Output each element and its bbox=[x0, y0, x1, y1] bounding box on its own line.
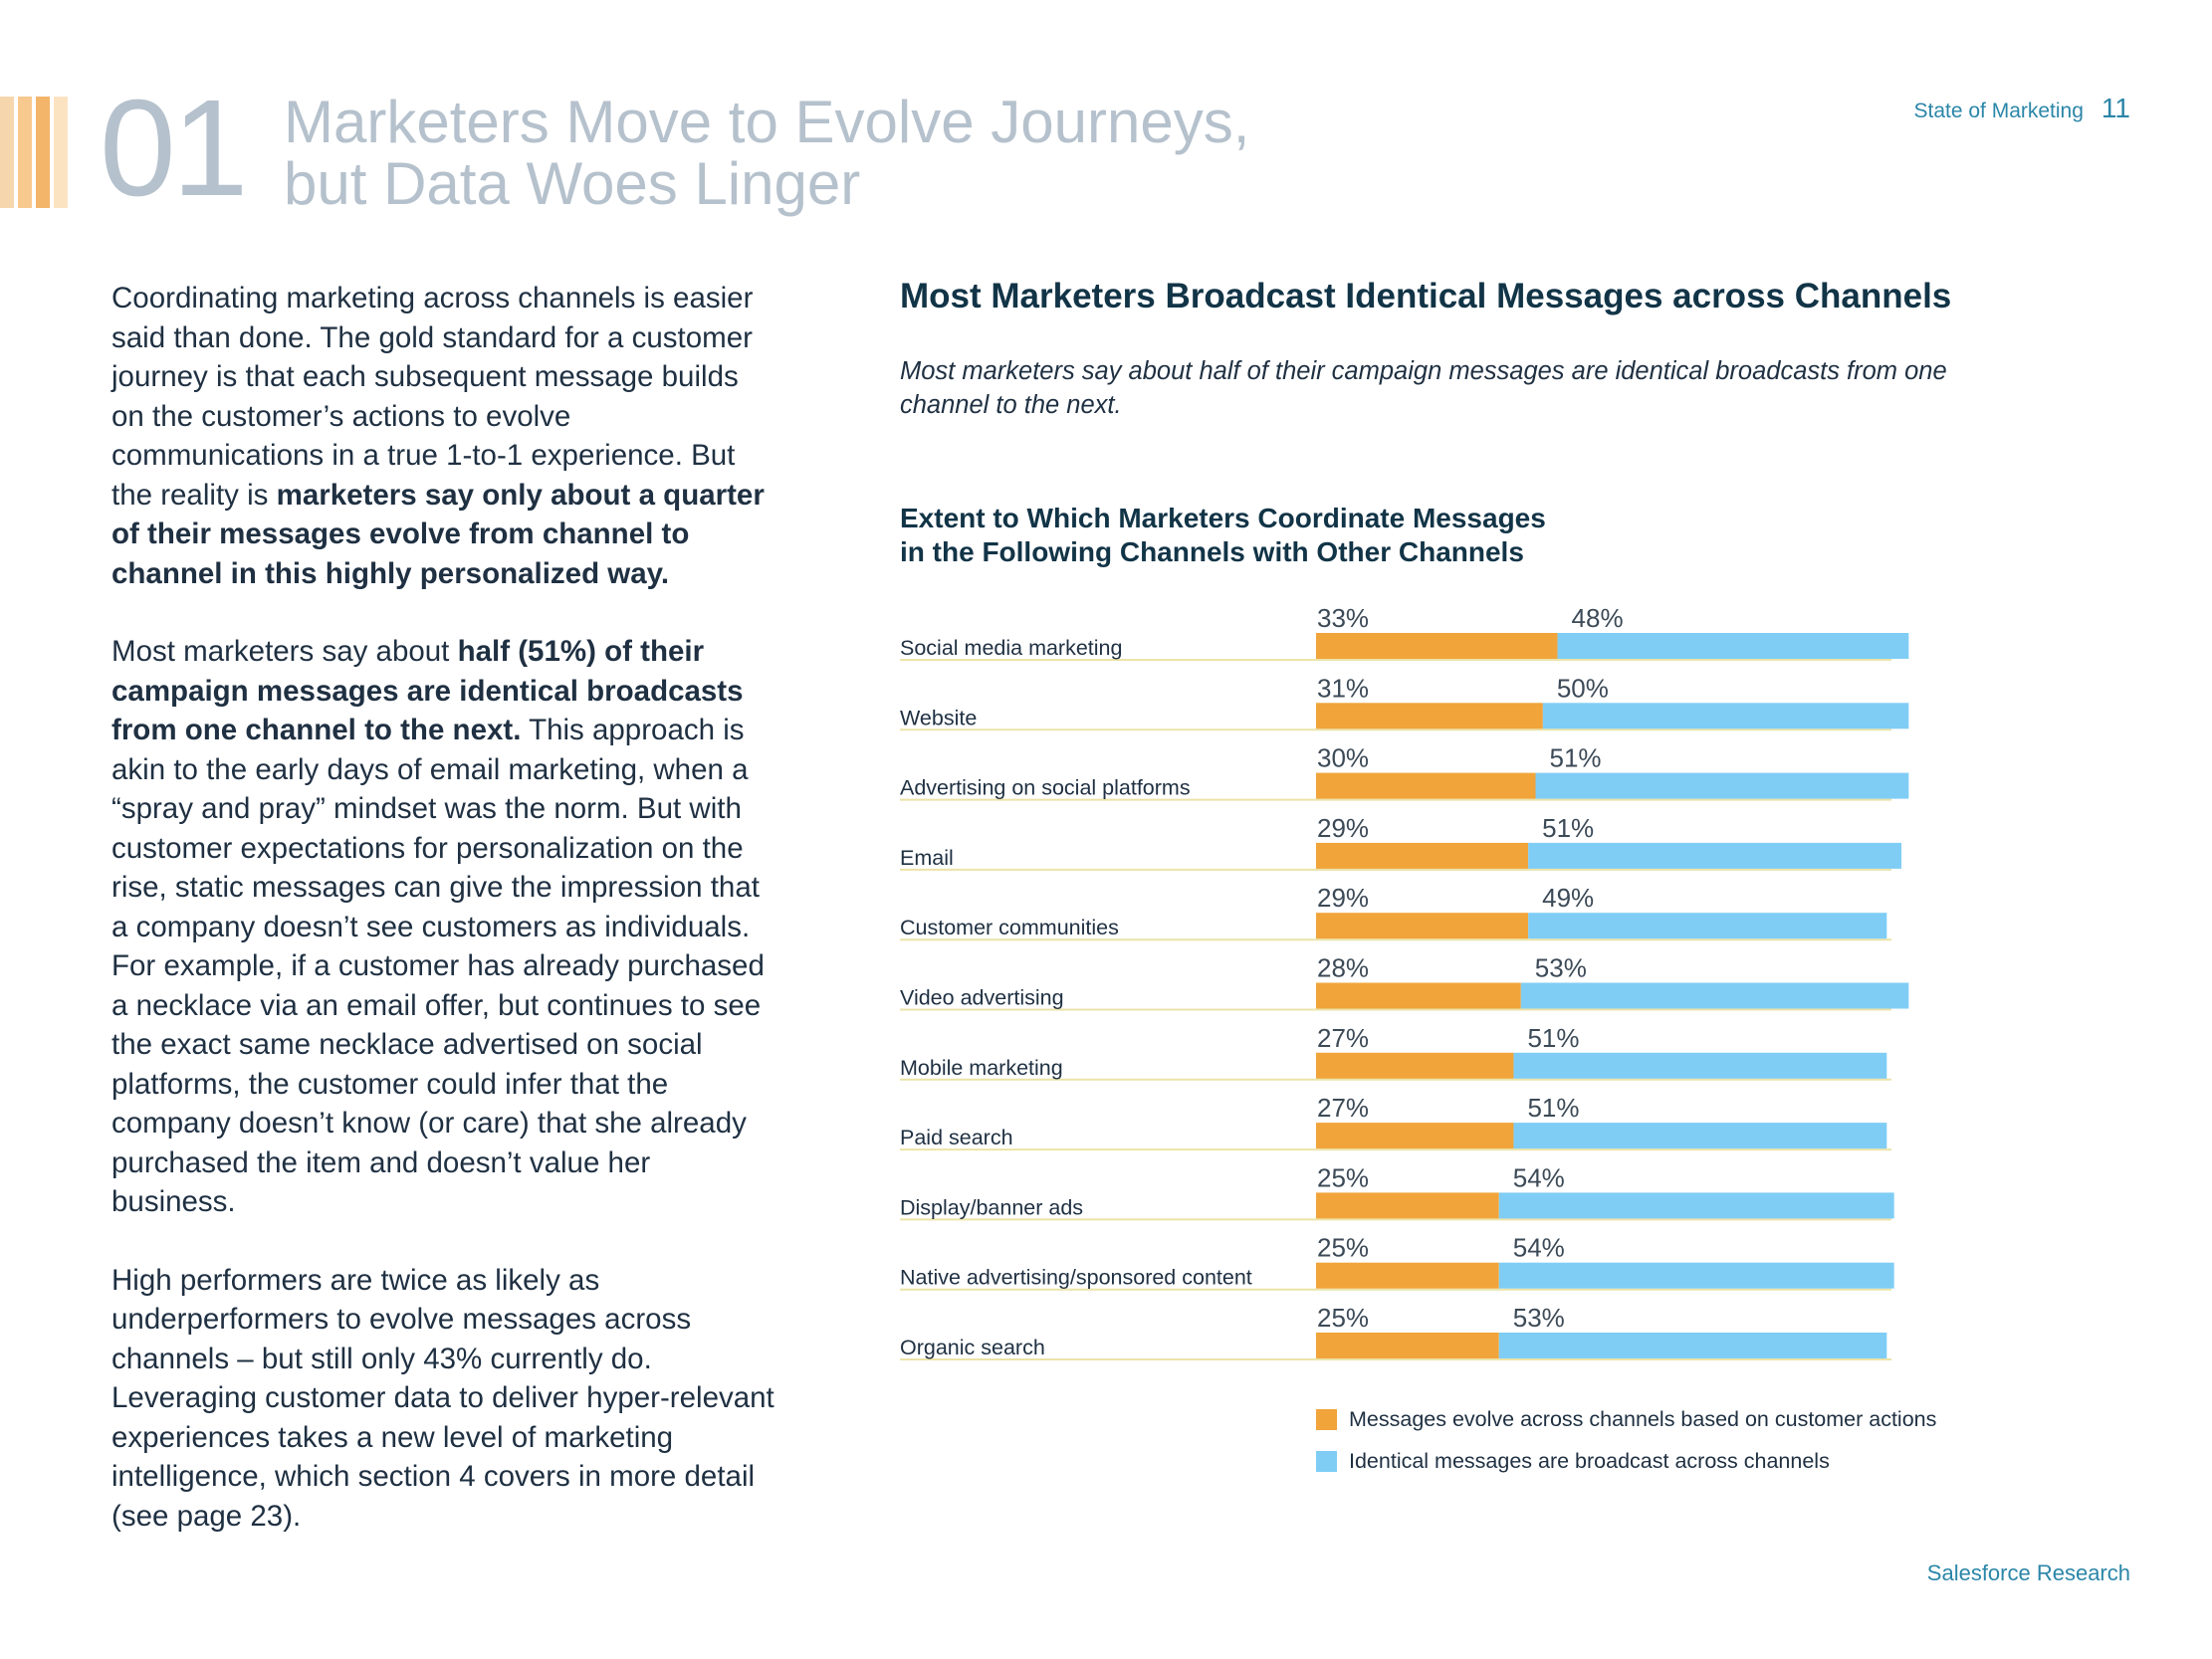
legend-label-evolve: Messages evolve across channels based on… bbox=[1349, 1406, 1937, 1431]
legend-swatch-identical bbox=[1316, 1450, 1337, 1472]
paragraph-3: High performers are twice as likely as u… bbox=[111, 1263, 774, 1533]
category-label: Customer communities bbox=[900, 916, 1119, 939]
data-label-evolve: 28% bbox=[1317, 953, 1369, 983]
data-label-identical: 51% bbox=[1527, 1093, 1579, 1123]
data-label-evolve: 27% bbox=[1317, 1023, 1369, 1053]
chart-title-line-2: in the Following Channels with Other Cha… bbox=[900, 536, 1524, 567]
category-label: Social media marketing bbox=[900, 636, 1122, 660]
data-label-identical: 54% bbox=[1513, 1233, 1565, 1263]
legend-item-identical: Identical messages are broadcast across … bbox=[1316, 1440, 1936, 1482]
category-label: Paid search bbox=[900, 1126, 1013, 1149]
section-number: 01 bbox=[100, 72, 248, 225]
bar-identical bbox=[1535, 772, 1909, 799]
data-label-identical: 53% bbox=[1513, 1303, 1565, 1333]
category-label: Mobile marketing bbox=[900, 1056, 1063, 1080]
category-label: Native advertising/sponsored content bbox=[900, 1266, 1252, 1290]
data-label-evolve: 25% bbox=[1317, 1303, 1369, 1333]
stripe-3 bbox=[36, 97, 50, 208]
section-title-line-1: Marketers Move to Evolve Journeys, bbox=[284, 89, 1250, 155]
paragraph-2: Most marketers say about half (51%) of t… bbox=[111, 632, 778, 1222]
body-text: Coordinating marketing across channels i… bbox=[111, 279, 778, 1574]
chart-title: Extent to Which Marketers Coordinate Mes… bbox=[900, 502, 1546, 569]
data-label-identical: 51% bbox=[1542, 813, 1594, 843]
bar-identical bbox=[1520, 982, 1909, 1009]
data-label-evolve: 29% bbox=[1317, 813, 1369, 843]
data-label-evolve: 29% bbox=[1317, 883, 1369, 913]
bar-identical bbox=[1498, 1262, 1894, 1289]
bar-evolve bbox=[1316, 1052, 1514, 1079]
bar-evolve bbox=[1316, 703, 1543, 729]
paragraph-1-text: Coordinating marketing across channels i… bbox=[111, 282, 754, 512]
bar-identical bbox=[1557, 633, 1909, 659]
stripe-4 bbox=[54, 97, 68, 208]
bar-evolve bbox=[1316, 982, 1521, 1009]
data-label-evolve: 25% bbox=[1317, 1162, 1369, 1192]
bar-identical bbox=[1528, 842, 1901, 869]
page-number: 11 bbox=[2101, 93, 2130, 123]
bar-evolve bbox=[1316, 772, 1536, 799]
bar-evolve bbox=[1316, 1192, 1499, 1219]
bar-evolve bbox=[1316, 913, 1529, 939]
legend-swatch-evolve bbox=[1316, 1408, 1337, 1430]
paragraph-1-emphasis: marketers say only about a quarter of th… bbox=[111, 478, 765, 590]
bar-identical bbox=[1542, 703, 1909, 729]
data-label-identical: 49% bbox=[1542, 883, 1594, 913]
chart-title-line-1: Extent to Which Marketers Coordinate Mes… bbox=[900, 503, 1546, 533]
data-label-evolve: 31% bbox=[1317, 673, 1369, 703]
stripe-1 bbox=[0, 97, 14, 208]
paragraph-2-emphasis: half (51%) of their campaign messages ar… bbox=[111, 635, 744, 746]
section-title: Marketers Move to Evolve Journeys, but D… bbox=[284, 92, 1249, 215]
paragraph-1: Coordinating marketing across channels i… bbox=[111, 279, 778, 593]
bar-evolve bbox=[1316, 1333, 1499, 1358]
chart-legend: Messages evolve across channels based on… bbox=[1316, 1398, 1936, 1482]
data-label-evolve: 30% bbox=[1317, 743, 1369, 773]
section-stripes bbox=[0, 97, 70, 208]
paragraph-2-lead: Most marketers say about bbox=[111, 635, 458, 668]
paragraph-2-text: This approach is akin to the early days … bbox=[111, 714, 765, 1218]
category-label: Advertising on social platforms bbox=[900, 776, 1191, 800]
data-label-evolve: 33% bbox=[1317, 603, 1369, 633]
data-label-identical: 54% bbox=[1513, 1162, 1565, 1192]
bar-identical bbox=[1513, 1123, 1887, 1149]
data-label-identical: 48% bbox=[1572, 603, 1624, 633]
data-label-identical: 53% bbox=[1535, 953, 1587, 983]
data-label-identical: 51% bbox=[1550, 743, 1602, 773]
bar-evolve bbox=[1316, 1262, 1499, 1289]
footer-brand: Salesforce Research bbox=[1926, 1560, 2130, 1585]
category-label: Email bbox=[900, 846, 954, 870]
data-label-identical: 50% bbox=[1557, 673, 1609, 703]
bar-identical bbox=[1528, 913, 1887, 939]
bar-evolve bbox=[1316, 1123, 1514, 1149]
chart-subtitle: Most marketers say about half of their c… bbox=[900, 357, 1947, 419]
legend-label-identical: Identical messages are broadcast across … bbox=[1349, 1448, 1830, 1473]
category-label: Website bbox=[900, 706, 977, 729]
bar-evolve bbox=[1316, 633, 1558, 659]
category-label: Video advertising bbox=[900, 986, 1064, 1010]
bar-evolve bbox=[1316, 842, 1529, 869]
running-head-label: State of Marketing bbox=[1913, 100, 2084, 122]
chart-section-title: Most Marketers Broadcast Identical Messa… bbox=[900, 277, 1952, 315]
category-label: Display/banner ads bbox=[900, 1195, 1083, 1219]
data-label-identical: 51% bbox=[1527, 1023, 1579, 1053]
data-label-evolve: 27% bbox=[1317, 1093, 1369, 1123]
bar-identical bbox=[1498, 1192, 1894, 1219]
stripe-2 bbox=[18, 97, 32, 208]
bar-identical bbox=[1498, 1333, 1887, 1358]
bar-identical bbox=[1513, 1052, 1887, 1079]
data-label-evolve: 25% bbox=[1317, 1233, 1369, 1263]
section-title-line-2: but Data Woes Linger bbox=[284, 150, 861, 217]
running-head: State of Marketing 11 bbox=[1914, 93, 2131, 124]
legend-item-evolve: Messages evolve across channels based on… bbox=[1316, 1398, 1936, 1440]
category-label: Organic search bbox=[900, 1336, 1045, 1359]
